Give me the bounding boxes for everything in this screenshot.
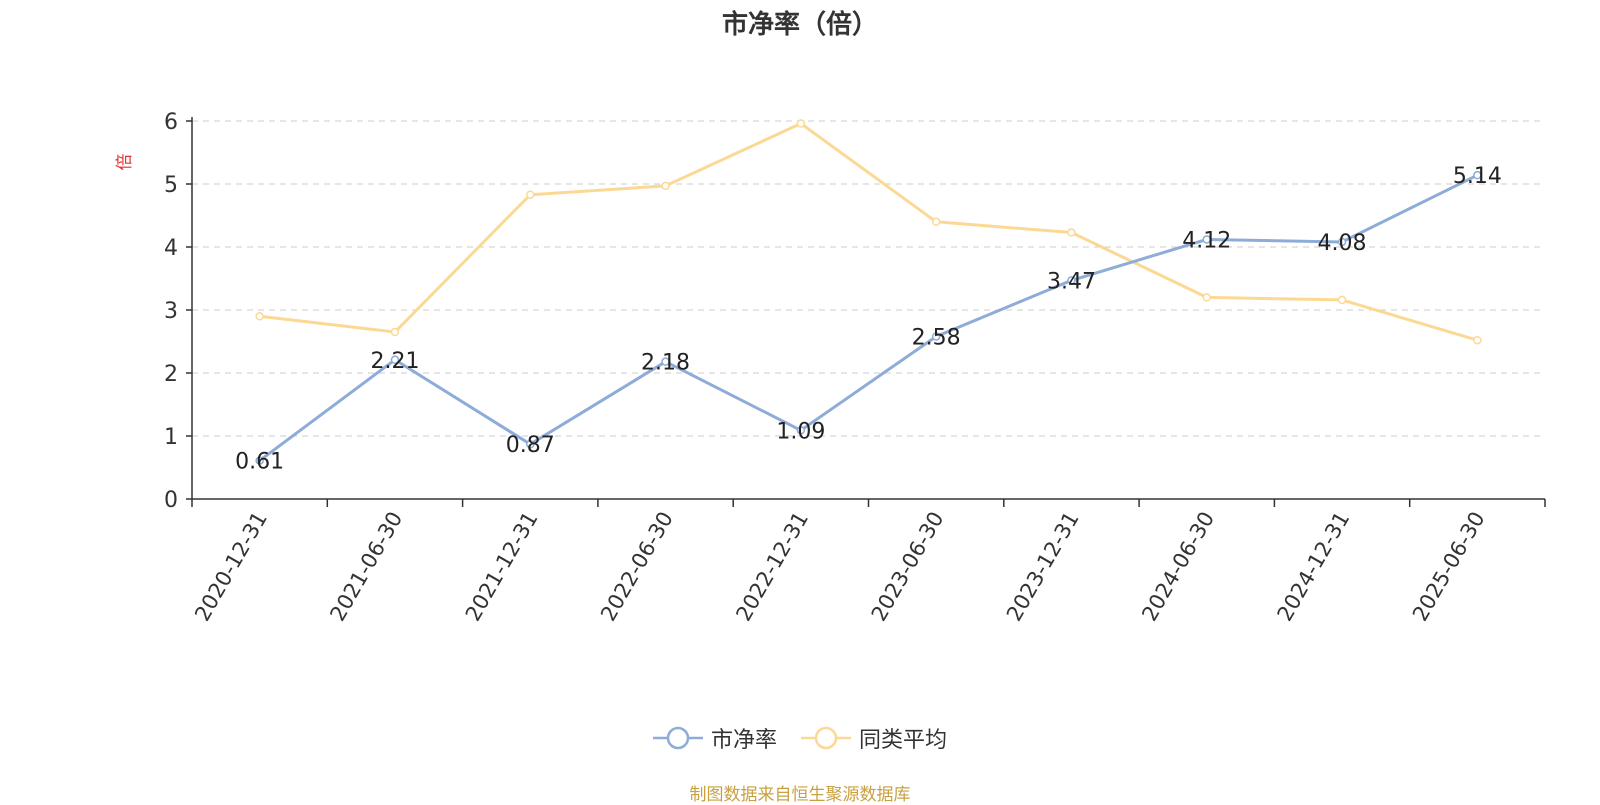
x-tick-label: 2023-06-30: [867, 508, 949, 626]
data-label: 1.09: [776, 419, 825, 444]
data-point: [1473, 335, 1482, 345]
source-note: 制图数据来自恒生聚源数据库: [689, 785, 911, 805]
x-tick-label: 2025-06-30: [1408, 508, 1490, 626]
y-tick-label: 2: [164, 362, 178, 387]
x-tick-label: 2020-12-31: [190, 508, 272, 626]
chart-title: 市净率（倍）: [721, 10, 878, 40]
data-point: [1067, 276, 1076, 285]
legend-swatch: [801, 726, 851, 750]
legend-item[interactable]: 同类平均: [801, 722, 947, 754]
x-tick-label: 2022-12-31: [731, 508, 813, 626]
legend: 市净率 同类平均: [0, 718, 1600, 758]
data-labels: 0.61 2.21 0.87 2.18 1.09 2.58 3.47 4.12 4.08 5.14: [235, 164, 1502, 474]
data-point: [1473, 170, 1482, 180]
legend-label: 同类平均: [859, 728, 948, 753]
series-lines: [255, 119, 1482, 465]
data-point: [796, 426, 806, 435]
data-point: [390, 355, 400, 365]
data-point: [931, 217, 941, 227]
data-label: 2.21: [370, 349, 419, 374]
data-label: 2.18: [641, 351, 690, 376]
data-point: [390, 327, 400, 337]
legend-marker: [814, 726, 838, 750]
data-point: [1337, 237, 1347, 247]
x-tick-label: 2024-06-30: [1137, 508, 1219, 626]
x-tick-label: 2022-06-30: [596, 508, 678, 626]
y-tick-label: 1: [164, 425, 178, 450]
data-point: [255, 456, 264, 465]
legend-swatch: [652, 726, 703, 750]
legend-marker: [666, 726, 690, 750]
data-label: 0.61: [235, 450, 284, 475]
data-point: [1202, 235, 1211, 244]
data-label: 0.87: [506, 433, 555, 458]
x-tick-label: 2023-12-31: [1002, 508, 1084, 626]
legend-item[interactable]: 市净率: [652, 722, 777, 754]
data-label: 2.58: [912, 325, 961, 350]
data-point: [255, 312, 264, 321]
x-tick-label: 2021-06-30: [325, 508, 407, 626]
grid-lines: [192, 120, 1545, 437]
series-line: [258, 173, 1479, 462]
data-point: [1337, 295, 1347, 305]
y-tick-label: 4: [164, 236, 178, 261]
axes: 0 1 2 3 4 5 6 倍 2020-12-31 2021-06-30 2021-12-31 20…: [115, 110, 1546, 626]
x-tick-label: 2024-12-31: [1273, 508, 1355, 626]
data-label: 5.14: [1453, 164, 1502, 189]
data-point: [661, 181, 670, 191]
data-point: [796, 119, 806, 128]
data-point: [1202, 293, 1211, 302]
legend-label: 市净率: [710, 728, 777, 753]
y-tick-label: 0: [164, 488, 178, 513]
y-tick-label: 6: [164, 110, 178, 135]
data-label: 4.12: [1182, 228, 1231, 253]
data-point: [661, 357, 670, 366]
data-point: [526, 190, 535, 199]
x-tick-label: 2021-12-31: [461, 508, 543, 626]
y-axis-label: 倍: [115, 154, 135, 171]
data-label: 3.47: [1047, 269, 1096, 294]
y-tick-label: 5: [164, 173, 178, 198]
series-line: [259, 122, 1478, 342]
data-point: [1067, 228, 1076, 237]
data-label: 4.08: [1318, 231, 1367, 256]
y-tick-label: 3: [164, 299, 178, 324]
data-point: [931, 332, 941, 341]
data-point: [526, 439, 535, 449]
